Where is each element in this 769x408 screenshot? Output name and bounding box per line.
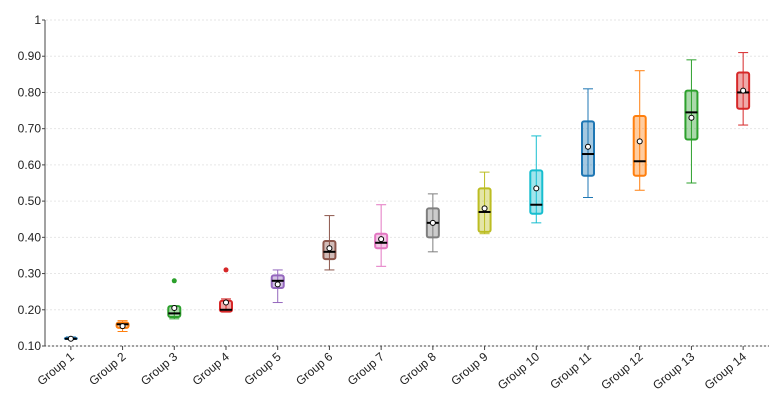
- box: [529, 169, 544, 215]
- x-tick-label: Group 10: [495, 349, 543, 392]
- mean: [533, 185, 540, 192]
- mean: [585, 143, 591, 150]
- x-tick-label: Group 9: [448, 349, 490, 388]
- y-tick-label: 0.20: [18, 303, 42, 317]
- x-tick-label: Group 8: [397, 349, 439, 388]
- mean: [429, 219, 436, 226]
- y-tick-label: 0.70: [18, 122, 42, 136]
- y-tick-label: 0.80: [18, 85, 42, 99]
- x-tick-label: Group 2: [86, 349, 128, 388]
- y-tick-label: 0.10: [18, 339, 42, 353]
- mean: [688, 114, 695, 121]
- box: [632, 114, 647, 177]
- x-tick-label: Group 1: [35, 349, 77, 388]
- x-tick-label: Group 4: [190, 349, 232, 388]
- x-tick-label: Group 11: [547, 349, 594, 392]
- x-tick-label: Group 3: [138, 349, 180, 388]
- x-tick-label: Group 13: [650, 349, 698, 392]
- mean: [223, 299, 229, 306]
- mean: [636, 138, 643, 145]
- y-tick-label: 0.90: [18, 49, 42, 63]
- y-tick-label: 0.50: [18, 194, 42, 208]
- x-tick-label: Group 5: [241, 349, 283, 388]
- mean: [378, 236, 385, 243]
- mean: [171, 304, 178, 311]
- x-tick-label: Group 7: [345, 349, 387, 388]
- y-tick-label: 0.60: [18, 158, 42, 172]
- mean: [740, 87, 747, 94]
- y-tick-label: 0.40: [18, 230, 42, 244]
- outlier: [171, 278, 177, 284]
- mean: [274, 281, 281, 288]
- mean: [326, 245, 333, 252]
- x-tick-label: Group 12: [598, 349, 646, 392]
- x-tick-label: Group 14: [702, 349, 750, 392]
- y-tick-label: 1: [34, 13, 41, 27]
- outlier: [223, 267, 229, 273]
- x-tick-label: Group 6: [293, 349, 335, 388]
- y-tick-label: 0.30: [18, 267, 42, 281]
- mean: [119, 323, 126, 330]
- mean: [481, 205, 488, 212]
- mean: [67, 335, 74, 342]
